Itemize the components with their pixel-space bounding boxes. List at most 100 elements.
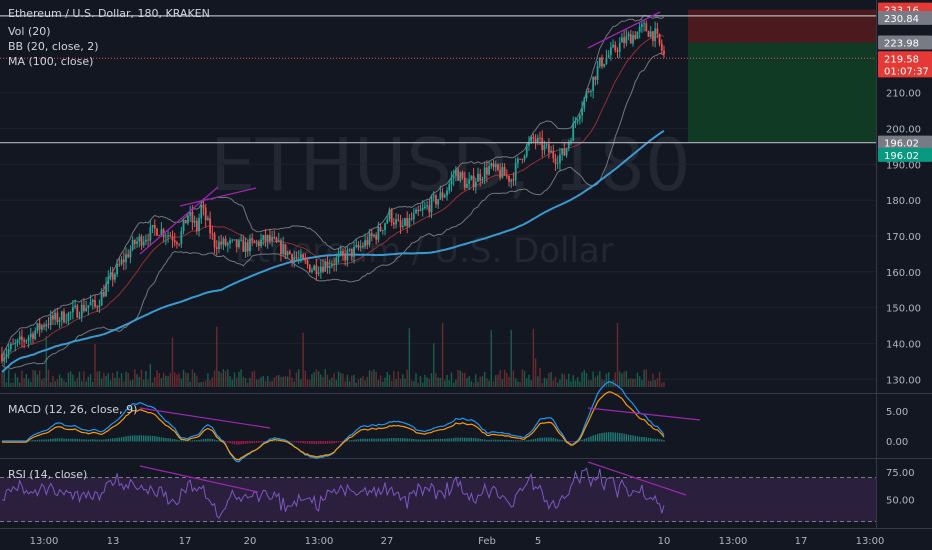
candle-body	[395, 219, 398, 225]
volume-bar	[311, 374, 313, 387]
macd-histogram-bar	[333, 441, 335, 444]
macd-histogram-bar	[351, 440, 353, 442]
price-tag-label: 01:07:37	[884, 66, 929, 77]
candle-body	[220, 241, 223, 245]
macd-histogram-bar	[572, 441, 574, 442]
macd-histogram-bar	[324, 441, 326, 444]
volume-bar	[450, 372, 453, 387]
candle-body	[404, 218, 406, 226]
candle-body	[311, 270, 313, 273]
macd-histogram-bar	[125, 436, 127, 442]
volume-bar	[185, 372, 187, 387]
volume-bar	[652, 373, 654, 387]
macd-histogram-bar	[154, 436, 156, 442]
volume-bar	[408, 328, 411, 387]
candle-body	[67, 312, 70, 322]
volume-bar	[240, 369, 242, 387]
volume-bar	[377, 380, 380, 387]
macd-histogram-bar	[204, 438, 207, 442]
candle-body	[598, 57, 601, 67]
candle-body	[485, 167, 488, 175]
candle-body	[550, 150, 552, 153]
candle-body	[43, 325, 45, 327]
volume-bar	[266, 376, 269, 387]
candle-body	[415, 209, 417, 214]
volume-bar	[138, 377, 140, 387]
volume-bar	[242, 376, 245, 387]
indicator-vol-label[interactable]: Vol (20)	[8, 25, 51, 38]
volume-bar	[426, 377, 428, 387]
volume-bar	[147, 379, 149, 387]
candle-body	[65, 321, 68, 323]
candle-body	[658, 33, 661, 44]
macd-histogram-bar	[585, 437, 588, 442]
candle-body	[384, 223, 386, 231]
rsi-label[interactable]: RSI (14, close)	[8, 468, 87, 481]
symbol-title[interactable]: Ethereum / U.S. Dollar, 180, KRAKEN	[8, 7, 210, 20]
volume-bar	[492, 381, 495, 387]
macd-histogram-bar	[359, 438, 362, 442]
candle-body	[240, 239, 243, 241]
volume-bar	[61, 378, 63, 387]
candle-body	[266, 235, 269, 242]
candle-body	[353, 246, 355, 257]
volume-bar	[94, 343, 96, 387]
candle-body	[191, 211, 194, 223]
candle-body	[195, 220, 198, 231]
candle-body	[561, 148, 564, 155]
candle-body	[472, 175, 475, 187]
candle-body	[313, 265, 316, 271]
volume-bar	[227, 369, 229, 387]
candle-body	[386, 219, 389, 224]
candle-body	[122, 259, 125, 263]
candle-body	[368, 233, 371, 245]
candle-body	[304, 258, 307, 261]
volume-bar	[280, 376, 282, 387]
time-tick-label: 13:00	[856, 536, 885, 547]
macd-histogram-bar	[136, 435, 138, 442]
candle-body	[410, 218, 413, 220]
volume-bar	[603, 380, 605, 387]
candle-body	[18, 336, 21, 340]
volume-bar	[395, 379, 397, 387]
macd-histogram-bar	[543, 437, 546, 442]
macd-histogram-bar	[105, 439, 107, 442]
macd-histogram-bar	[58, 438, 61, 442]
time-tick-label: 20	[244, 536, 257, 547]
indicator-bb-label[interactable]: BB (20, close, 2)	[8, 40, 99, 53]
macd-histogram-bar	[109, 438, 112, 442]
bb-lower	[1, 52, 665, 370]
candle-body	[264, 235, 267, 242]
candle-body	[488, 166, 490, 175]
volume-bar	[202, 381, 205, 387]
candle-body	[83, 304, 85, 311]
candle-body	[578, 115, 581, 120]
macd-histogram-bar	[72, 438, 74, 442]
macd-histogram-bar	[483, 439, 486, 442]
macd-histogram-bar	[41, 439, 43, 442]
macd-histogram-bar	[295, 441, 298, 443]
candle-body	[634, 35, 637, 39]
macd-histogram-bar	[377, 438, 380, 442]
candle-body	[636, 31, 639, 39]
volume-bar	[340, 373, 342, 387]
candle-body	[545, 144, 548, 146]
candle-body	[632, 35, 634, 44]
candle-body	[94, 300, 96, 307]
volume-bar	[211, 377, 214, 387]
candle-body	[581, 108, 583, 116]
candle-body	[295, 257, 298, 258]
candle-body	[116, 263, 119, 275]
macd-histogram-bar	[647, 437, 650, 442]
volume-bar	[371, 371, 373, 387]
macd-histogram-bar	[355, 439, 357, 442]
candle-body	[293, 257, 296, 262]
volume-bar	[545, 378, 548, 387]
candles	[1, 19, 665, 366]
macd-histogram-bar	[457, 437, 459, 442]
indicator-ma-label[interactable]: MA (100, close)	[8, 55, 93, 68]
volume-bar	[156, 370, 158, 387]
volume-bar	[479, 376, 481, 387]
macd-label[interactable]: MACD (12, 26, close, 9)	[8, 403, 137, 416]
